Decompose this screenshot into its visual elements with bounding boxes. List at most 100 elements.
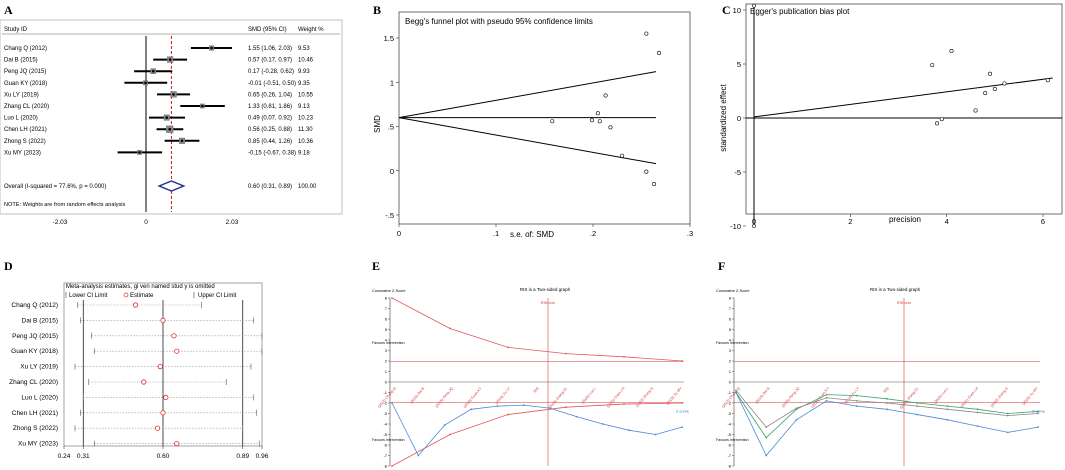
- sens-study-label: Peng JQ (2015): [12, 333, 58, 340]
- tsa-series-line: [391, 297, 683, 362]
- study-weight: 10.46: [298, 58, 314, 64]
- egger-point: [935, 121, 940, 126]
- study-weight: 9.93: [298, 69, 310, 75]
- study-weight: 10.55: [298, 92, 314, 98]
- egger-ytick-label: 0: [737, 114, 741, 123]
- tsa-series-point: [623, 403, 625, 405]
- study-weight: 10.36: [298, 139, 314, 145]
- begg-funnel-panel: Begg's funnel plot with pseudo 95% confi…: [373, 11, 693, 239]
- tsa-series-point: [886, 397, 888, 400]
- tsa-series-point: [825, 393, 828, 396]
- sens-xtick-label: 0.60: [157, 453, 170, 460]
- tsa-series-point: [681, 402, 683, 404]
- study-point: [168, 127, 172, 131]
- tsa-ytick-label: 5: [385, 327, 388, 332]
- funnel-xtick-label: .3: [687, 229, 693, 238]
- tsa-x-label: (2019) Xu LY: [495, 386, 512, 405]
- tsa-series-point: [825, 400, 828, 402]
- study-weight: 10.23: [298, 116, 314, 122]
- sens-xtick-label: 0.89: [236, 453, 249, 460]
- tsa-series-point: [946, 418, 949, 421]
- study-label: Luo L (2020): [4, 116, 38, 122]
- funnel-point: [644, 169, 649, 174]
- sens-estimate: [174, 440, 180, 447]
- study-label: Xu MY (2023): [4, 150, 41, 156]
- panel-label-c: C: [722, 3, 731, 17]
- tsa-series-point: [522, 404, 525, 406]
- legend-estimate-mark: [123, 292, 129, 298]
- tsa-series-point: [916, 413, 919, 416]
- panel-label-b: B: [373, 3, 381, 17]
- tsa-series-point: [681, 426, 683, 429]
- tsa-series-point: [470, 408, 472, 411]
- sens-estimate: [160, 317, 166, 323]
- study-label: Chen LH (2021): [4, 127, 47, 133]
- tsa-series-line: [391, 402, 683, 467]
- tsa-series-point: [855, 405, 858, 408]
- tsa-x-label: (2022) Zhong S: [635, 386, 655, 408]
- egger-point: [1002, 81, 1007, 86]
- funnel-point: [656, 51, 661, 56]
- sens-study-label: Zhang CL (2020): [9, 379, 58, 386]
- sensitivity-panel: Meta-analysis estimates, gi ven named st…: [9, 282, 269, 460]
- tsa-series-point: [946, 405, 949, 408]
- study-ci-text: 0.49 (0.07, 0.92): [248, 116, 292, 122]
- study-point: [151, 69, 155, 73]
- sens-estimate: [171, 333, 177, 339]
- header-smd: SMD (95% CI): [248, 27, 287, 33]
- study-ci-text: -0.15 (-0.67, 0.38): [248, 150, 296, 156]
- tsa-series-point: [1006, 412, 1009, 415]
- egger-point: [973, 108, 978, 113]
- tsa-ytick-label: -8: [727, 464, 731, 469]
- egger-regression-line: [753, 77, 1053, 118]
- tsa-series-point: [1037, 412, 1039, 415]
- egger-point: [949, 49, 954, 54]
- tsa-series-point: [886, 408, 888, 411]
- tsa-series-point: [825, 396, 828, 399]
- funnel-point: [644, 31, 649, 36]
- tsa-ytick-label: 1: [385, 369, 388, 374]
- tsa-ytick-label: 3: [729, 348, 732, 353]
- tsa-ytick-label: 4: [385, 338, 388, 343]
- funnel-title: Begg's funnel plot with pseudo 95% confi…: [405, 17, 593, 26]
- tsa-end-label: Z-curve: [676, 409, 689, 413]
- tsa-series-point: [946, 408, 949, 411]
- funnel-point: [595, 111, 600, 116]
- egger-ytick-label: 5: [737, 60, 741, 69]
- legend-upper: Upper CI Limit: [198, 293, 237, 299]
- tsa-ytick-label: -7: [727, 453, 731, 458]
- tsa-series-point: [449, 327, 451, 330]
- sens-study-label: Luo L (2020): [21, 394, 58, 401]
- egger-plot-panel: Egger's publication bias plot standardize…: [719, 3, 1063, 231]
- tsa-series-point: [855, 394, 858, 397]
- sens-study-label: Chen LH (2021): [12, 410, 58, 417]
- tsa-x-label: RIS: [883, 386, 890, 394]
- tsa-series-line: [391, 402, 683, 457]
- tsa-ytick-label: -2: [727, 401, 731, 406]
- study-ci-text: 0.17 (-0.28, 0.62): [248, 69, 294, 75]
- tsa-panel-f: RIS is a Two-sided graph Cumulative Z-Sco…: [716, 287, 1045, 469]
- tsa-series-point: [449, 433, 451, 436]
- tsa-ytick-label: 8: [385, 296, 388, 301]
- funnel-point: [620, 153, 625, 158]
- funnel-point: [590, 118, 595, 123]
- panel-label-a: A: [4, 3, 13, 17]
- funnel-point: [597, 119, 602, 124]
- study-ci-text: 0.57 (0.17, 0.97): [248, 58, 292, 64]
- header-weight: Weight %: [298, 27, 324, 33]
- sens-study-label: Xu LY (2019): [20, 364, 58, 371]
- sens-estimate: [132, 302, 139, 308]
- tsa-ytick-label: 4: [729, 338, 732, 343]
- tsa-ytick-label: -3: [383, 411, 387, 416]
- study-point: [201, 104, 204, 108]
- tsa-series-point: [549, 407, 552, 410]
- tsa-series-point: [795, 418, 798, 421]
- tsa-ylabel: Cumulative Z-Score: [716, 289, 750, 293]
- sens-xtick-label: 0.96: [256, 453, 269, 460]
- tsa-boundary-label: Favours intervention: [372, 341, 405, 345]
- tsa-series-point: [628, 429, 631, 432]
- tsa-series-point: [795, 407, 798, 410]
- tsa-end-label: Z-curve: [1032, 409, 1045, 413]
- tsa-series-point: [507, 346, 509, 349]
- tsa-x-label: (2023) Xu MY: [1021, 386, 1039, 406]
